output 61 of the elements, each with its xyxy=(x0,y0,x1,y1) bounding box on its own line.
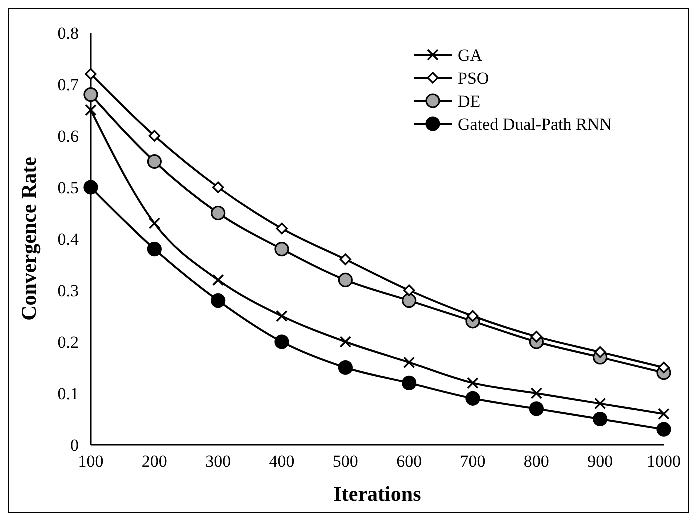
point xyxy=(274,334,290,350)
point xyxy=(147,154,162,170)
y-tick-label: 0.1 xyxy=(58,384,79,404)
point xyxy=(274,242,290,257)
x-tick-label: 400 xyxy=(269,452,295,471)
x-tick-label: 1000 xyxy=(647,452,681,471)
point xyxy=(404,284,416,296)
point xyxy=(594,346,606,358)
x-axis-title: Iterations xyxy=(334,482,422,506)
point xyxy=(403,356,416,368)
point xyxy=(212,182,224,194)
y-tick-label: 0.6 xyxy=(58,126,79,146)
point xyxy=(85,68,97,80)
y-axis-title: Convergence Rate xyxy=(17,157,41,321)
point xyxy=(594,398,606,410)
point xyxy=(84,88,98,102)
point xyxy=(212,274,224,286)
x-tick-label: 500 xyxy=(332,452,358,471)
y-tick-label: 0.3 xyxy=(58,281,79,300)
x-tick-label: 700 xyxy=(460,452,486,471)
point xyxy=(338,272,353,288)
legend-label: Gated Dual-Path RNN xyxy=(458,114,612,134)
point xyxy=(85,104,97,116)
legend-label: DE xyxy=(458,92,481,111)
point xyxy=(402,294,417,308)
point xyxy=(340,254,352,266)
x-tick-label: 100 xyxy=(78,452,104,471)
point xyxy=(530,331,542,343)
x-tick-label: 300 xyxy=(206,452,232,471)
y-tick-label: 0.5 xyxy=(58,178,79,198)
point xyxy=(84,180,98,195)
x-tick-label: 800 xyxy=(524,452,550,471)
x-tick-label: 600 xyxy=(396,452,422,471)
point xyxy=(529,402,544,416)
point xyxy=(276,222,288,234)
point xyxy=(467,377,479,390)
point xyxy=(340,336,352,348)
point xyxy=(467,310,479,322)
point xyxy=(530,388,543,400)
legend-label: GA xyxy=(458,46,484,65)
point xyxy=(658,408,670,420)
point xyxy=(656,422,672,437)
y-tick-label: 0.7 xyxy=(58,75,80,94)
x-tick-label: 200 xyxy=(142,452,168,471)
legend-label: PSO xyxy=(458,68,490,88)
point xyxy=(211,294,226,308)
point xyxy=(211,206,226,221)
point xyxy=(338,360,353,376)
point xyxy=(658,362,670,374)
point xyxy=(402,376,417,390)
point xyxy=(466,391,480,406)
point xyxy=(148,218,161,230)
y-tick-label: 0.4 xyxy=(58,230,80,249)
y-tick-label: 0.8 xyxy=(58,24,79,43)
point xyxy=(147,242,162,257)
y-tick-label: 0 xyxy=(70,436,79,455)
point xyxy=(148,130,160,142)
y-tick-label: 0.2 xyxy=(58,332,79,352)
point xyxy=(593,412,608,427)
point xyxy=(276,310,288,322)
x-tick-label: 900 xyxy=(588,452,614,471)
